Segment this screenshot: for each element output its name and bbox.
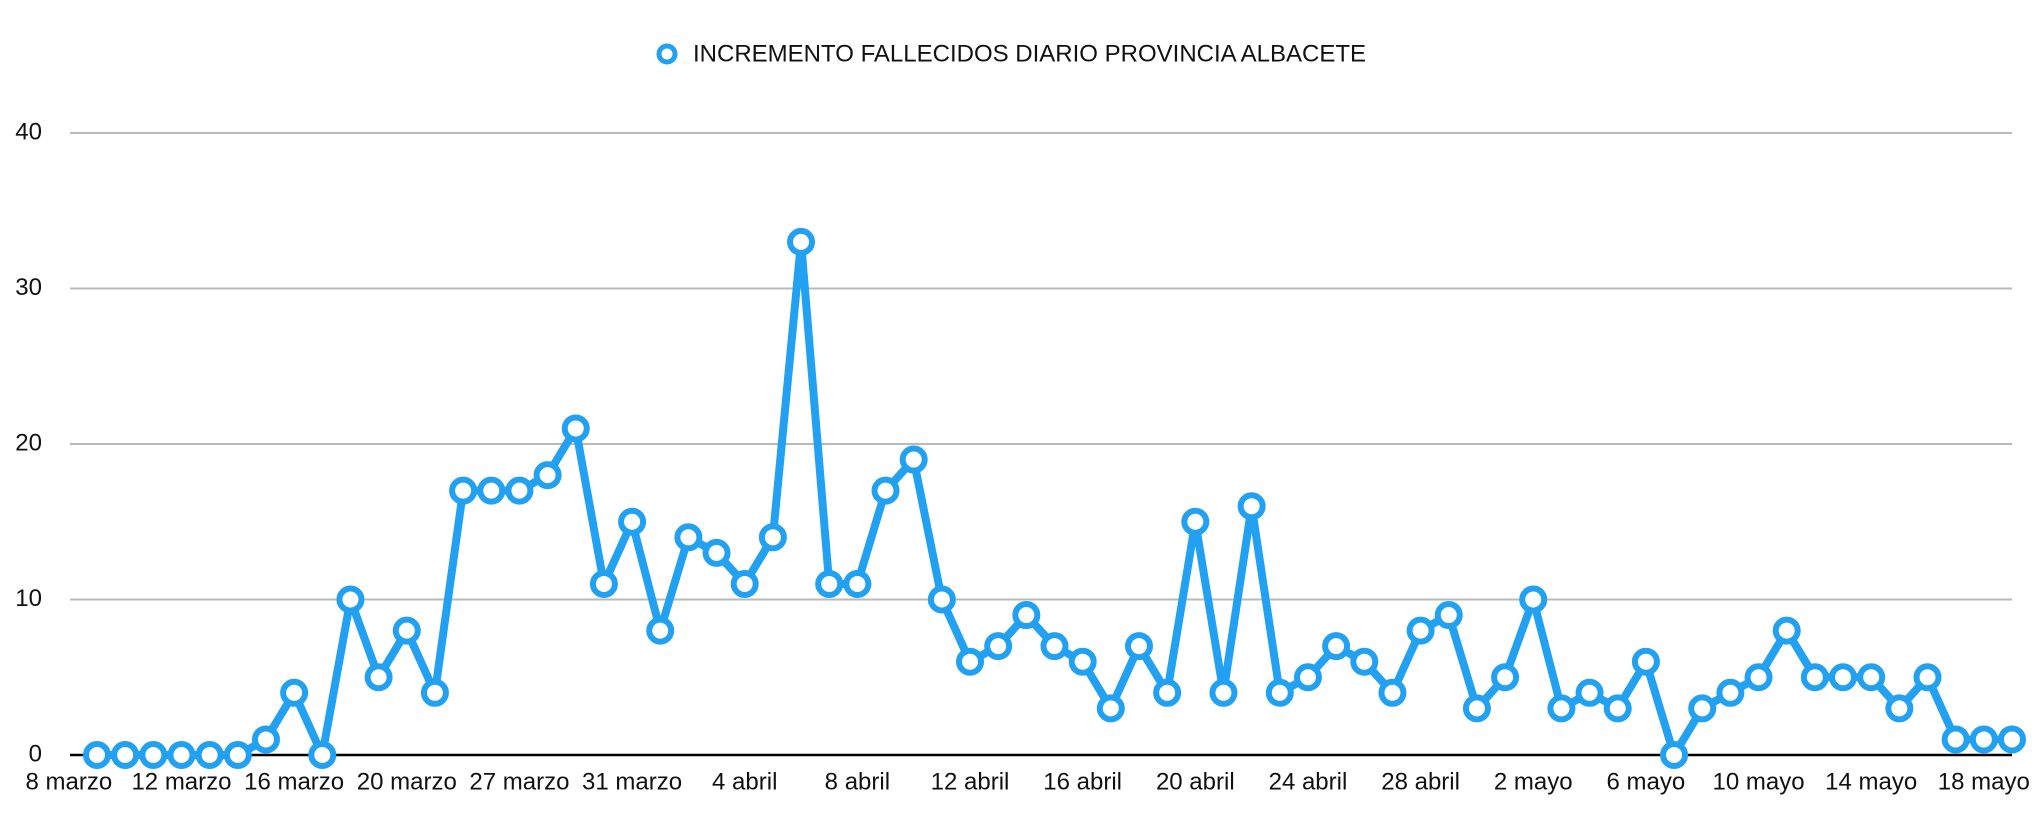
data-point [1829,663,1858,692]
data-point [195,741,224,769]
data-point [336,585,365,614]
data-point [223,741,252,769]
data-point [1265,678,1294,707]
x-tick-label: 24 abril [1269,768,1348,795]
data-point [505,476,534,505]
data-point [1716,678,1745,707]
data-point [1800,663,1829,692]
data-point [927,585,956,614]
data-point [1913,663,1942,692]
data-point [589,569,618,598]
x-tick-label: 2 mayo [1494,768,1573,795]
data-point [618,507,647,536]
data-point [561,414,590,443]
data-point [1941,725,1970,754]
data-point [984,632,1013,661]
data-point [1012,601,1041,630]
data-point [871,476,900,505]
data-point [1462,694,1491,723]
data-point [730,569,759,598]
data-point [1969,725,1998,754]
data-point [308,741,337,769]
data-point [1575,678,1604,707]
x-tick-label: 6 mayo [1607,768,1686,795]
data-point [1772,616,1801,645]
data-point [815,569,844,598]
data-point [139,741,168,769]
y-tick-label: 0 [29,740,42,767]
y-tick-label: 40 [15,118,42,145]
data-point [702,538,731,567]
data-point [1660,741,1689,769]
data-point [674,523,703,552]
data-point [251,725,280,754]
data-point [1998,725,2026,754]
data-point [167,741,196,769]
data-point [1096,694,1125,723]
data-point [280,678,309,707]
x-tick-label: 20 abril [1156,768,1235,795]
data-point [1293,663,1322,692]
x-tick-label: 20 marzo [357,768,457,795]
data-point [1153,678,1182,707]
data-point [111,741,140,769]
data-point [956,647,985,676]
x-tick-label: 8 marzo [25,768,112,795]
data-point [1209,678,1238,707]
y-tick-label: 20 [15,429,42,456]
x-tick-label: 16 abril [1043,768,1122,795]
x-tick-label: 12 marzo [131,768,231,795]
data-point [758,523,787,552]
data-point [1378,678,1407,707]
data-point [477,476,506,505]
y-tick-label: 30 [15,274,42,301]
x-tick-label: 18 mayo [1938,768,2030,795]
x-tick-label: 10 mayo [1713,768,1805,795]
data-point [1857,663,1886,692]
legend-marker [656,43,678,65]
x-tick-label: 28 abril [1381,768,1460,795]
data-point [364,663,393,692]
data-point [787,227,816,256]
data-point [533,461,562,490]
data-point [1547,694,1576,723]
data-point [1406,616,1435,645]
data-point [1744,663,1773,692]
x-tick-label: 27 marzo [469,768,569,795]
x-tick-label: 4 abril [712,768,777,795]
y-tick-label: 10 [15,585,42,612]
data-point [449,476,478,505]
data-point [843,569,872,598]
data-point [1350,647,1379,676]
data-point [1181,507,1210,536]
x-tick-label: 8 abril [825,768,890,795]
x-tick-label: 16 marzo [244,768,344,795]
data-point [1688,694,1717,723]
data-point [1124,632,1153,661]
data-point [1885,694,1914,723]
data-point [1237,492,1266,521]
data-point [1491,663,1520,692]
data-point [392,616,421,645]
data-point [1631,647,1660,676]
data-point [83,741,111,769]
data-point [1519,585,1548,614]
data-point [420,678,449,707]
data-point [1068,647,1097,676]
x-tick-label: 14 mayo [1825,768,1917,795]
data-point [646,616,675,645]
data-point [1040,632,1069,661]
data-point [1322,632,1351,661]
data-point [1434,601,1463,630]
data-point [899,445,928,474]
legend: INCREMENTO FALLECIDOS DIARIO PROVINCIA A… [656,40,1366,67]
legend-label: INCREMENTO FALLECIDOS DIARIO PROVINCIA A… [693,40,1366,67]
x-tick-label: 31 marzo [582,768,682,795]
x-tick-label: 12 abril [931,768,1010,795]
data-point [1603,694,1632,723]
